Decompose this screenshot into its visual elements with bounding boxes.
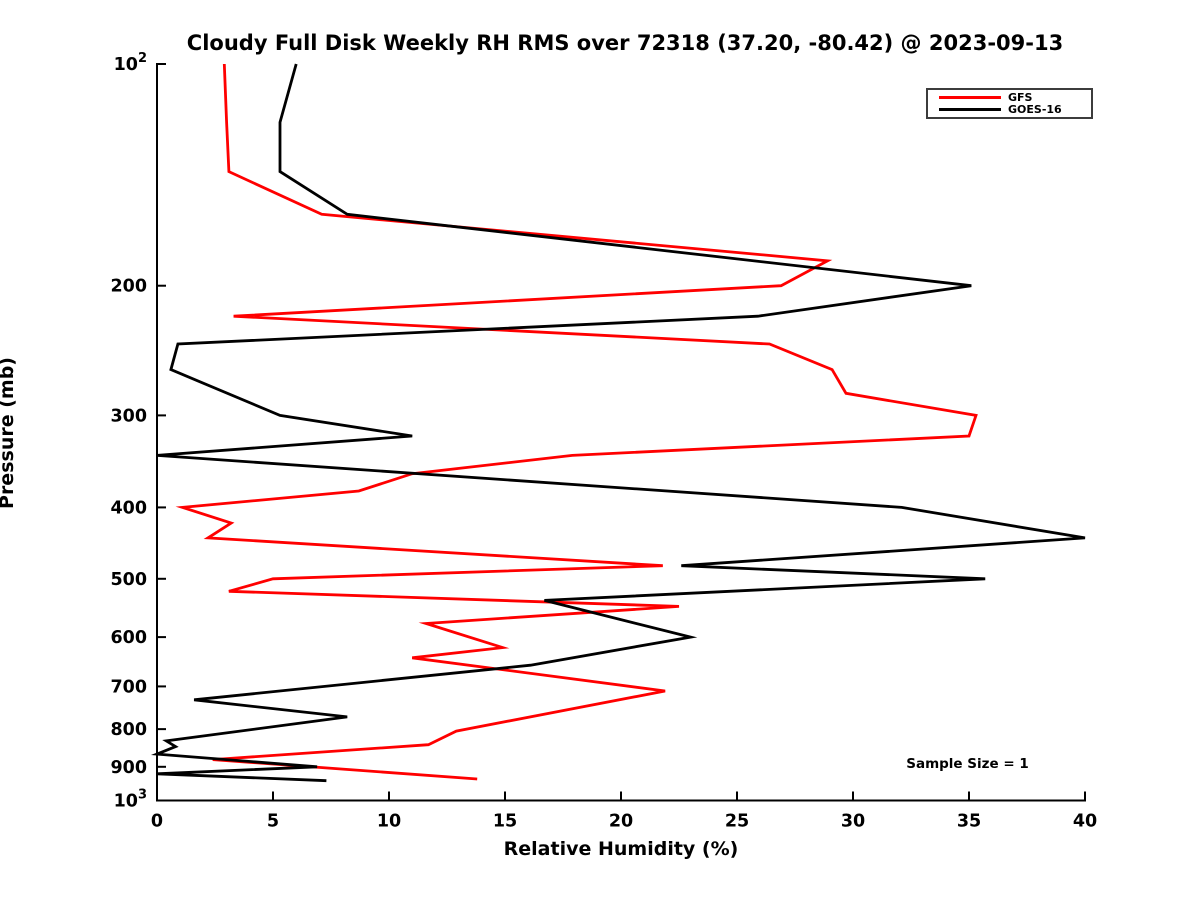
- y-axis-ticks: 102 200 300 400 500 600 700 800 900 103: [110, 51, 166, 812]
- y-tick-label: 500: [110, 570, 147, 590]
- y-tick-label: 102: [114, 51, 147, 75]
- x-tick-label: 35: [957, 812, 981, 832]
- gfs-line-swatch: [939, 95, 1001, 99]
- legend-label-goes16: GOES-16: [1008, 103, 1062, 117]
- x-tick-label: 15: [493, 812, 517, 832]
- y-tick-label: 600: [110, 628, 147, 648]
- x-tick-label: 10: [377, 812, 401, 832]
- y-tick-label: 200: [110, 277, 147, 297]
- y-tick-label: 400: [110, 498, 147, 518]
- y-axis-label: Pressure (mb): [0, 357, 18, 509]
- x-tick-label: 40: [1073, 812, 1097, 832]
- y-tick-label: 700: [110, 677, 147, 697]
- legend: GFS GOES-16: [926, 88, 1093, 119]
- y-tick-label: 300: [110, 406, 147, 426]
- x-axis-ticks: 0 5 10 15 20 25 30 35 40: [151, 791, 1097, 832]
- goes16-line-swatch: [939, 108, 1001, 112]
- y-tick-label: 900: [110, 758, 147, 778]
- x-tick-label: 20: [609, 812, 633, 832]
- gfs-line: [175, 63, 978, 781]
- legend-row-goes16: GOES-16: [928, 104, 1091, 117]
- x-tick-label: 30: [841, 812, 865, 832]
- goes-16-line: [150, 63, 1086, 783]
- x-tick-label: 5: [267, 812, 279, 832]
- sample-size-annotation: Sample Size = 1: [906, 756, 1029, 772]
- y-tick-label: 103: [114, 788, 147, 812]
- x-axis-label: Relative Humidity (%): [503, 838, 739, 860]
- legend-label-gfs: GFS: [1008, 90, 1033, 104]
- chart-title: Cloudy Full Disk Weekly RH RMS over 7231…: [186, 31, 1064, 55]
- y-tick-label: 800: [110, 720, 147, 740]
- x-tick-label: 0: [151, 812, 163, 832]
- x-tick-label: 25: [725, 812, 749, 832]
- legend-row-gfs: GFS: [928, 91, 1091, 104]
